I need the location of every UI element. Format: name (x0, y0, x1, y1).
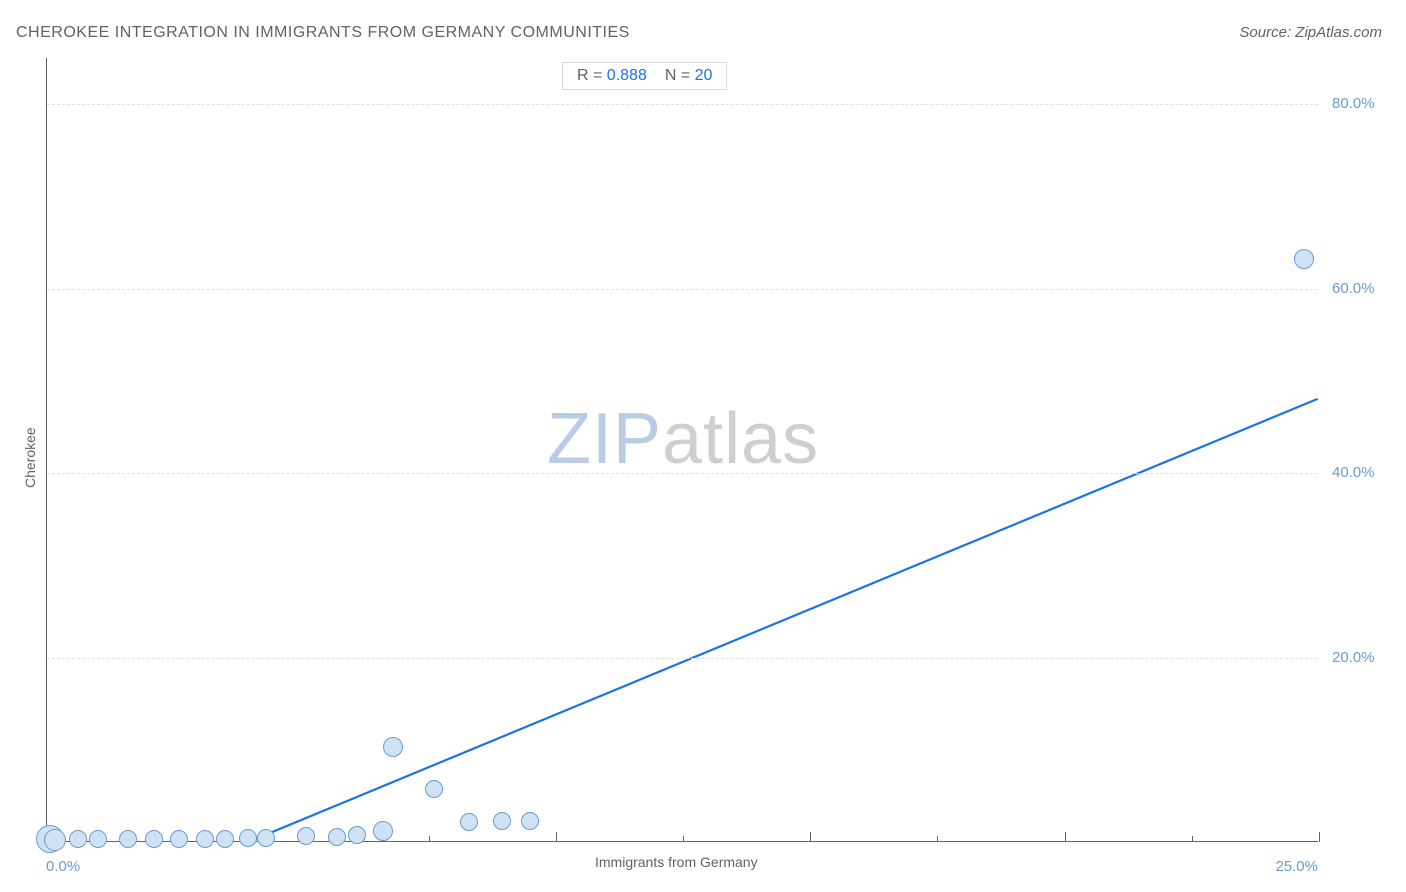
data-point (145, 830, 163, 848)
data-point (196, 830, 214, 848)
data-point (493, 812, 511, 830)
data-point (119, 830, 137, 848)
x-tick (810, 832, 811, 842)
x-tick (1065, 832, 1066, 842)
legend-r-key: R = (577, 67, 602, 84)
data-point (44, 829, 66, 851)
trend-line (251, 399, 1318, 841)
data-point (257, 829, 275, 847)
x-tick-label: 0.0% (46, 858, 80, 875)
x-tick (683, 836, 684, 842)
watermark-zip: ZIP (547, 399, 662, 479)
data-point (89, 830, 107, 848)
x-tick (556, 832, 557, 842)
y-tick-label: 80.0% (1332, 95, 1375, 112)
data-point (297, 827, 315, 845)
legend-n-value: 20 (695, 67, 713, 84)
x-tick (937, 836, 938, 842)
data-point (373, 821, 393, 841)
legend-n: N = 20 (665, 67, 713, 85)
data-point (425, 780, 443, 798)
x-tick-label: 25.0% (1275, 858, 1318, 875)
y-tick-label: 40.0% (1332, 464, 1375, 481)
data-point (216, 830, 234, 848)
data-point (170, 830, 188, 848)
source-prefix: Source: (1239, 24, 1295, 41)
data-point (521, 812, 539, 830)
plot-area: ZIPatlas R = 0.888 N = 20 (46, 58, 1318, 842)
data-point (239, 829, 257, 847)
legend-r-value: 0.888 (607, 67, 647, 84)
data-point (383, 737, 403, 757)
gridline (47, 473, 1318, 474)
y-tick-label: 20.0% (1332, 649, 1375, 666)
gridline (47, 104, 1318, 105)
x-tick (1319, 832, 1320, 842)
stats-legend: R = 0.888 N = 20 (562, 62, 727, 90)
watermark: ZIPatlas (547, 398, 819, 480)
chart-container: CHEROKEE INTEGRATION IN IMMIGRANTS FROM … (0, 0, 1406, 892)
source-attribution: Source: ZipAtlas.com (1239, 24, 1382, 41)
source-name: ZipAtlas.com (1295, 24, 1382, 41)
data-point (460, 813, 478, 831)
watermark-atlas: atlas (662, 399, 819, 479)
gridline (47, 658, 1318, 659)
x-tick (429, 836, 430, 842)
data-point (328, 828, 346, 846)
legend-n-key: N = (665, 67, 690, 84)
x-tick (1192, 836, 1193, 842)
data-point (348, 826, 366, 844)
chart-title: CHEROKEE INTEGRATION IN IMMIGRANTS FROM … (16, 24, 630, 42)
data-point (1294, 249, 1314, 269)
gridline (47, 289, 1318, 290)
y-tick-label: 60.0% (1332, 280, 1375, 297)
data-point (69, 830, 87, 848)
x-axis-label: Immigrants from Germany (595, 854, 758, 870)
svg-layer (47, 58, 1318, 841)
y-axis-label: Cherokee (22, 427, 38, 488)
legend-r: R = 0.888 (577, 67, 647, 85)
